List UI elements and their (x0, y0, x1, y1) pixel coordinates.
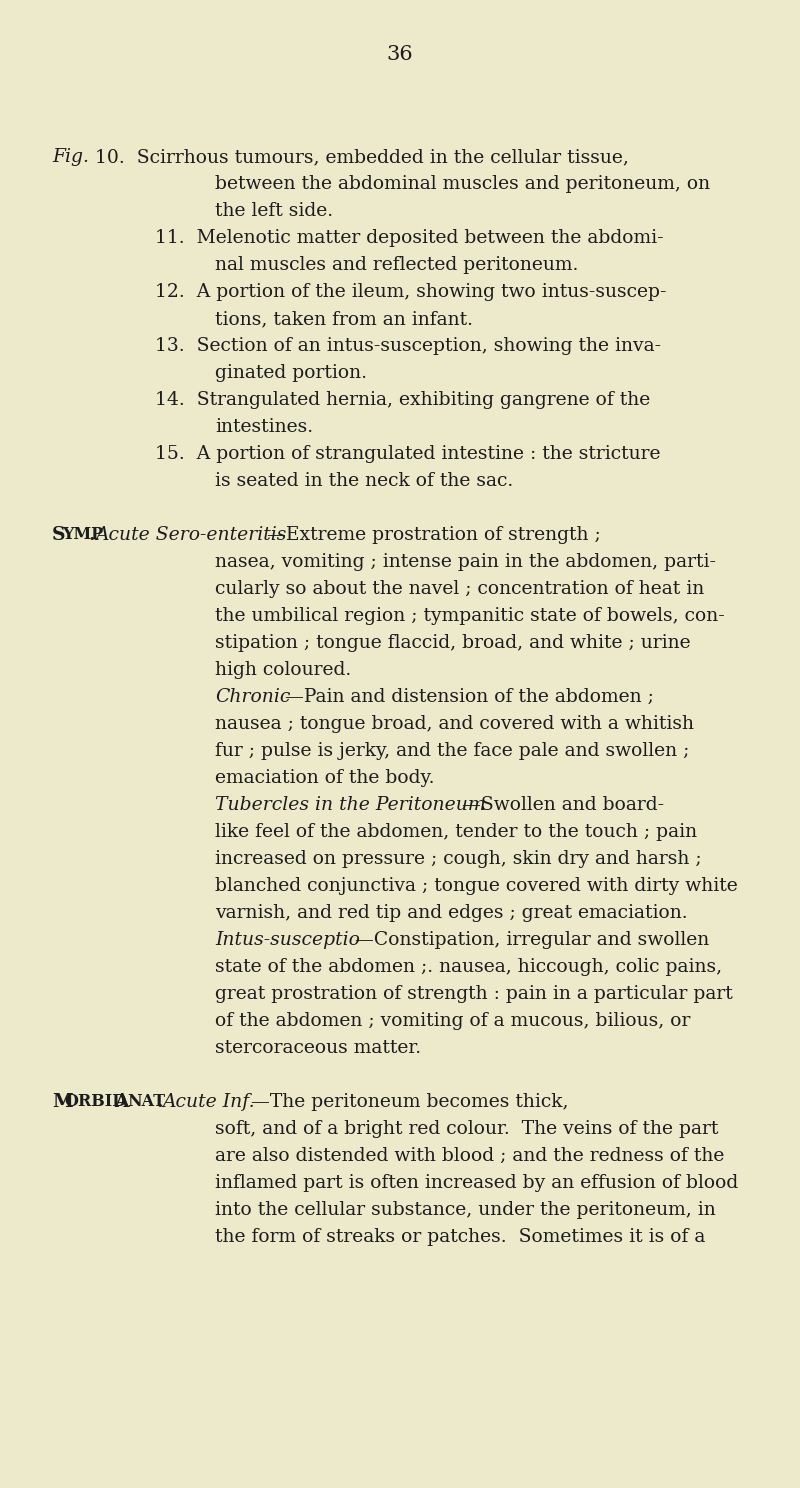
Text: soft, and of a bright red colour.  The veins of the part: soft, and of a bright red colour. The ve… (215, 1120, 718, 1138)
Text: fur ; pulse is jerky, and the face pale and swollen ;: fur ; pulse is jerky, and the face pale … (215, 743, 690, 760)
Text: Chronic: Chronic (215, 687, 290, 705)
Text: inflamed part is often increased by an effusion of blood: inflamed part is often increased by an e… (215, 1174, 738, 1192)
Text: between the abdominal muscles and peritoneum, on: between the abdominal muscles and perito… (215, 176, 710, 193)
Text: cularly so about the navel ; concentration of heat in: cularly so about the navel ; concentrati… (215, 580, 704, 598)
Text: the form of streaks or patches.  Sometimes it is of a: the form of streaks or patches. Sometime… (215, 1228, 706, 1245)
Text: nal muscles and reflected peritoneum.: nal muscles and reflected peritoneum. (215, 256, 578, 274)
Text: is seated in the neck of the sac.: is seated in the neck of the sac. (215, 472, 514, 490)
Text: 12.  A portion of the ileum, showing two intus-suscep-: 12. A portion of the ileum, showing two … (155, 283, 666, 301)
Text: NAT: NAT (127, 1094, 165, 1110)
Text: A: A (114, 1094, 129, 1112)
Text: blanched conjunctiva ; tongue covered with dirty white: blanched conjunctiva ; tongue covered wi… (215, 876, 738, 894)
Text: nasea, vomiting ; intense pain in the abdomen, parti-: nasea, vomiting ; intense pain in the ab… (215, 554, 716, 571)
Text: 13.  Section of an intus-susception, showing the inva-: 13. Section of an intus-susception, show… (155, 336, 661, 356)
Text: —The peritoneum becomes thick,: —The peritoneum becomes thick, (251, 1094, 569, 1112)
Text: Acute Inf.: Acute Inf. (162, 1094, 254, 1112)
Text: ginated portion.: ginated portion. (215, 365, 367, 382)
Text: varnish, and red tip and edges ; great emaciation.: varnish, and red tip and edges ; great e… (215, 905, 688, 923)
Text: like feel of the abdomen, tender to the touch ; pain: like feel of the abdomen, tender to the … (215, 823, 697, 841)
Text: —Extreme prostration of strength ;: —Extreme prostration of strength ; (267, 525, 601, 545)
Text: of the abdomen ; vomiting of a mucous, bilious, or: of the abdomen ; vomiting of a mucous, b… (215, 1012, 690, 1030)
Text: intestines.: intestines. (215, 418, 313, 436)
Text: emaciation of the body.: emaciation of the body. (215, 769, 434, 787)
Text: ORBID: ORBID (64, 1094, 126, 1110)
Text: increased on pressure ; cough, skin dry and harsh ;: increased on pressure ; cough, skin dry … (215, 850, 702, 868)
Text: 10.  Scirrhous tumours, embedded in the cellular tissue,: 10. Scirrhous tumours, embedded in the c… (95, 147, 629, 167)
Text: .: . (156, 1094, 162, 1112)
Text: 15.  A portion of strangulated intestine : the stricture: 15. A portion of strangulated intestine … (155, 445, 661, 463)
Text: Acute Sero-enteritis: Acute Sero-enteritis (95, 525, 286, 545)
Text: —Swollen and board-: —Swollen and board- (462, 796, 664, 814)
Text: are also distended with blood ; and the redness of the: are also distended with blood ; and the … (215, 1147, 724, 1165)
Text: the umbilical region ; tympanitic state of bowels, con-: the umbilical region ; tympanitic state … (215, 607, 725, 625)
Text: Intus-susceptio: Intus-susceptio (215, 931, 360, 949)
Text: 14.  Strangulated hernia, exhibiting gangrene of the: 14. Strangulated hernia, exhibiting gang… (155, 391, 650, 409)
Text: 36: 36 (386, 45, 414, 64)
Text: M: M (52, 1094, 73, 1112)
Text: YMP: YMP (62, 525, 103, 543)
Text: state of the abdomen ;. nausea, hiccough, colic pains,: state of the abdomen ;. nausea, hiccough… (215, 958, 722, 976)
Text: —Pain and distension of the abdomen ;: —Pain and distension of the abdomen ; (285, 687, 654, 705)
Text: 11.  Melenotic matter deposited between the abdomi-: 11. Melenotic matter deposited between t… (155, 229, 664, 247)
Text: the left side.: the left side. (215, 202, 333, 220)
Text: stipation ; tongue flaccid, broad, and white ; urine: stipation ; tongue flaccid, broad, and w… (215, 634, 690, 652)
Text: Fig.: Fig. (52, 147, 89, 167)
Text: stercoraceous matter.: stercoraceous matter. (215, 1039, 421, 1056)
Text: into the cellular substance, under the peritoneum, in: into the cellular substance, under the p… (215, 1201, 716, 1219)
Text: —Constipation, irregular and swollen: —Constipation, irregular and swollen (355, 931, 710, 949)
Text: .: . (88, 525, 94, 545)
Text: tions, taken from an infant.: tions, taken from an infant. (215, 310, 473, 327)
Text: S: S (52, 525, 66, 545)
Text: nausea ; tongue broad, and covered with a whitish: nausea ; tongue broad, and covered with … (215, 716, 694, 734)
Text: high coloured.: high coloured. (215, 661, 351, 679)
Text: Tubercles in the Peritoneum: Tubercles in the Peritoneum (215, 796, 486, 814)
Text: great prostration of strength : pain in a particular part: great prostration of strength : pain in … (215, 985, 733, 1003)
